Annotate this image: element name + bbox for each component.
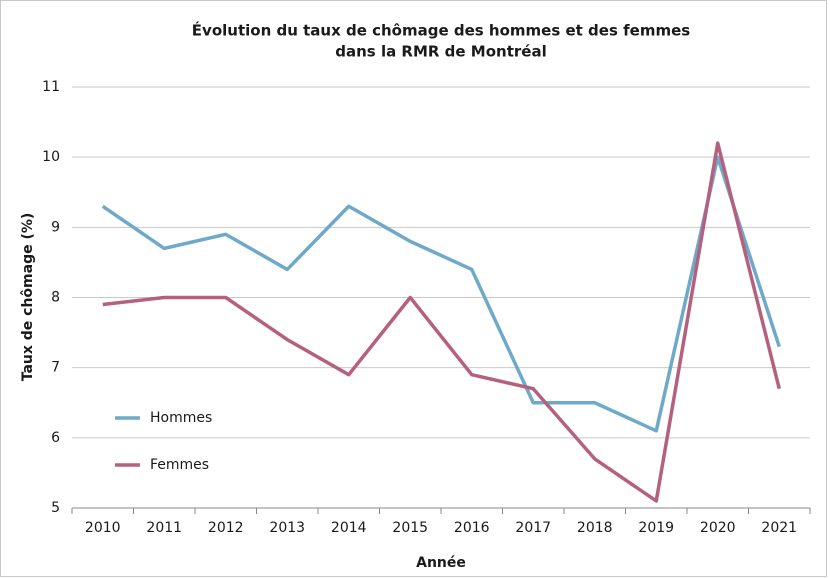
chart-title: dans la RMR de Montréal [335,43,546,61]
y-tick-label: 8 [51,290,60,306]
legend-label: Femmes [150,457,209,473]
x-axis-title: Année [416,555,466,571]
x-tick-label: 2017 [515,520,551,536]
x-tick-label: 2013 [269,520,305,536]
y-tick-label: 11 [42,79,60,95]
x-tick-label: 2011 [146,520,182,536]
chart-title: Évolution du taux de chômage des hommes … [192,21,690,40]
y-axis-title: Taux de chômage (%) [20,213,36,382]
x-tick-label: 2012 [208,520,244,536]
x-tick-label: 2014 [331,520,367,536]
x-tick-label: 2021 [761,520,797,536]
x-tick-label: 2018 [577,520,613,536]
y-tick-label: 9 [51,219,60,235]
y-tick-label: 10 [42,149,60,165]
x-tick-label: 2015 [392,520,428,536]
y-tick-label: 7 [51,360,60,376]
x-tick-label: 2019 [638,520,674,536]
series-line [102,141,781,503]
legend-label: Hommes [150,410,212,426]
series-line [101,155,781,433]
x-tick-label: 2016 [454,520,490,536]
y-tick-label: 5 [51,500,60,516]
x-tick-label: 2010 [85,520,121,536]
y-tick-label: 6 [51,430,60,446]
x-tick-label: 2020 [700,520,736,536]
